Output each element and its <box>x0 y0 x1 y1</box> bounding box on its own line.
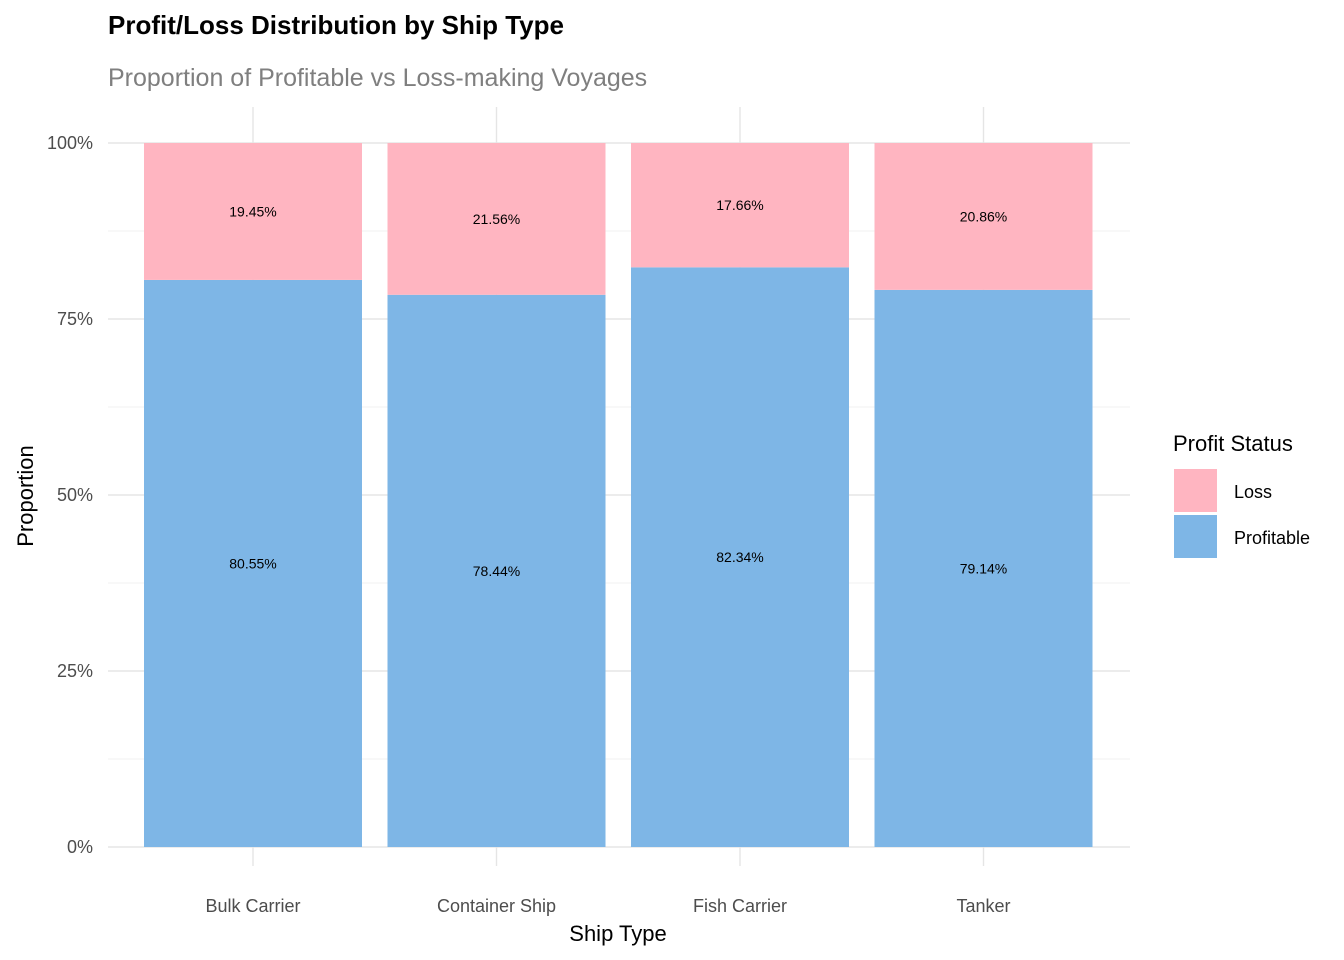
y-axis-title: Proportion <box>13 445 38 547</box>
bar-profitable-fish-carrier <box>631 267 849 847</box>
y-tick-label: 50% <box>57 485 93 505</box>
bar-label-profitable: 78.44% <box>473 563 520 579</box>
y-tick-label: 0% <box>67 837 93 857</box>
y-tick-label: 100% <box>47 133 93 153</box>
legend-label-profitable: Profitable <box>1234 528 1310 548</box>
x-axis-title: Ship Type <box>569 921 666 946</box>
bars <box>144 143 1093 848</box>
bar-label-loss: 17.66% <box>716 197 763 213</box>
legend-swatch-loss <box>1174 469 1217 512</box>
x-tick-label: Fish Carrier <box>693 896 787 916</box>
bar-label-profitable: 82.34% <box>716 549 763 565</box>
legend-swatch-profitable <box>1174 515 1217 558</box>
y-axis-ticks: 0% 25% 50% 75% 100% <box>47 133 93 857</box>
bar-label-loss: 21.56% <box>473 211 520 227</box>
bar-label-profitable: 79.14% <box>960 560 1007 576</box>
x-axis-ticks: Bulk Carrier Container Ship Fish Carrier Ta… <box>205 896 1010 916</box>
chart-title: Profit/Loss Distribution by Ship Type <box>108 10 564 40</box>
bar-loss-bulk-carrier <box>144 143 362 280</box>
x-tick-label: Tanker <box>956 896 1010 916</box>
chart-subtitle: Proportion of Profitable vs Loss-making … <box>108 64 648 92</box>
bar-loss-container-ship <box>387 143 606 295</box>
bar-label-profitable: 80.55% <box>229 555 276 571</box>
bar-profitable-container-ship <box>387 294 606 847</box>
bar-profitable-tanker <box>874 289 1093 848</box>
legend-label-loss: Loss <box>1234 482 1272 502</box>
x-tick-label: Bulk Carrier <box>205 896 300 916</box>
y-tick-label: 25% <box>57 661 93 681</box>
bar-loss-fish-carrier <box>631 143 849 268</box>
x-tick-label: Container Ship <box>437 896 556 916</box>
bar-label-loss: 19.45% <box>229 203 276 219</box>
legend: Profit Status Loss Profitable <box>1173 431 1310 558</box>
bar-loss-tanker <box>874 143 1093 290</box>
bar-profitable-bulk-carrier <box>144 279 362 848</box>
bar-labels: 80.55% 19.45% 78.44% 21.56% 82.34% 17.66% 79.1… <box>229 197 1007 579</box>
y-tick-label: 75% <box>57 309 93 329</box>
bar-label-loss: 20.86% <box>960 208 1007 224</box>
legend-title: Profit Status <box>1173 431 1293 456</box>
